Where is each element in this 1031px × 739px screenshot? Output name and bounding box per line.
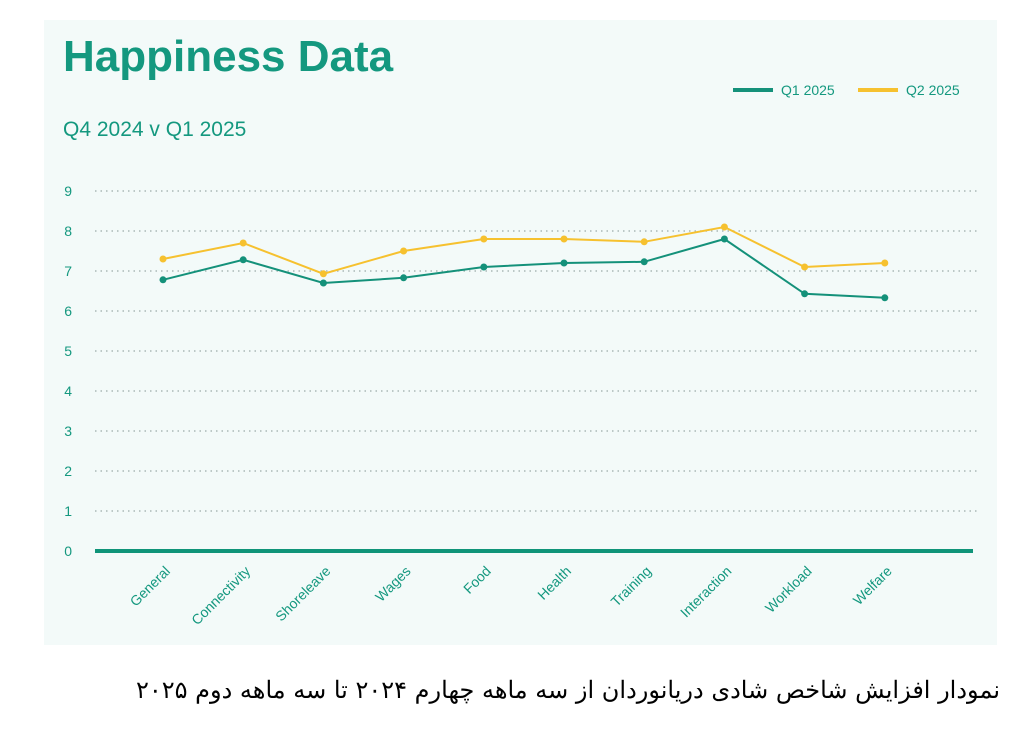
data-point <box>480 235 488 243</box>
data-point <box>720 223 728 231</box>
data-point <box>560 259 568 267</box>
y-tick-label: 3 <box>64 423 72 439</box>
chart-title: Happiness Data <box>63 32 394 81</box>
legend-swatch <box>733 88 773 92</box>
data-point <box>480 263 488 271</box>
x-tick-label: Food <box>460 563 494 597</box>
x-tick-label: Interaction <box>677 563 735 621</box>
chart-subtitle: Q4 2024 v Q1 2025 <box>63 118 247 141</box>
data-point <box>319 270 327 278</box>
legend-label: Q1 2025 <box>781 82 835 98</box>
data-point <box>640 238 648 246</box>
y-tick-label: 4 <box>64 383 72 399</box>
line-chart: 0 1 2 3 4 5 6 7 8 9 General Connectivity Shoreleave W… <box>64 183 977 628</box>
y-tick-label: 5 <box>64 343 72 359</box>
x-tick-label: General <box>127 563 174 610</box>
data-point <box>319 279 327 287</box>
x-tick-label: Workload <box>762 563 815 616</box>
y-tick-label: 2 <box>64 463 72 479</box>
figure-caption: نمودار افزایش شاخص شادی دریانوردان از سه… <box>135 676 1000 704</box>
x-tick-label: Wages <box>372 563 414 605</box>
legend-label: Q2 2025 <box>906 82 960 98</box>
legend-swatch <box>858 88 898 92</box>
x-tick-label: Connectivity <box>188 563 253 628</box>
y-tick-label: 1 <box>64 503 72 519</box>
series-line <box>162 225 885 275</box>
legend-item-q1: Q1 2025 <box>733 82 835 98</box>
data-point <box>159 255 167 263</box>
x-tick-label: Welfare <box>850 563 895 608</box>
data-point <box>239 239 247 247</box>
data-point <box>560 235 568 243</box>
data-point <box>720 235 728 243</box>
data-point <box>881 259 889 267</box>
data-point <box>801 290 809 298</box>
y-tick-label: 7 <box>64 263 72 279</box>
chart-panel <box>44 20 997 645</box>
data-point <box>239 256 247 264</box>
legend-item-q2: Q2 2025 <box>858 82 960 98</box>
y-tick-label: 9 <box>64 183 72 199</box>
data-point <box>159 276 167 284</box>
y-tick-label: 6 <box>64 303 72 319</box>
x-tick-label: Health <box>534 563 574 603</box>
y-tick-label: 0 <box>64 543 72 559</box>
data-point <box>881 294 889 302</box>
x-tick-label: Training <box>608 563 655 610</box>
y-tick-label: 8 <box>64 223 72 239</box>
x-tick-label: Shoreleave <box>272 563 334 625</box>
data-point <box>400 274 408 282</box>
data-point <box>801 263 809 271</box>
data-point <box>400 247 408 255</box>
series-line <box>162 237 885 299</box>
data-point <box>640 258 648 266</box>
